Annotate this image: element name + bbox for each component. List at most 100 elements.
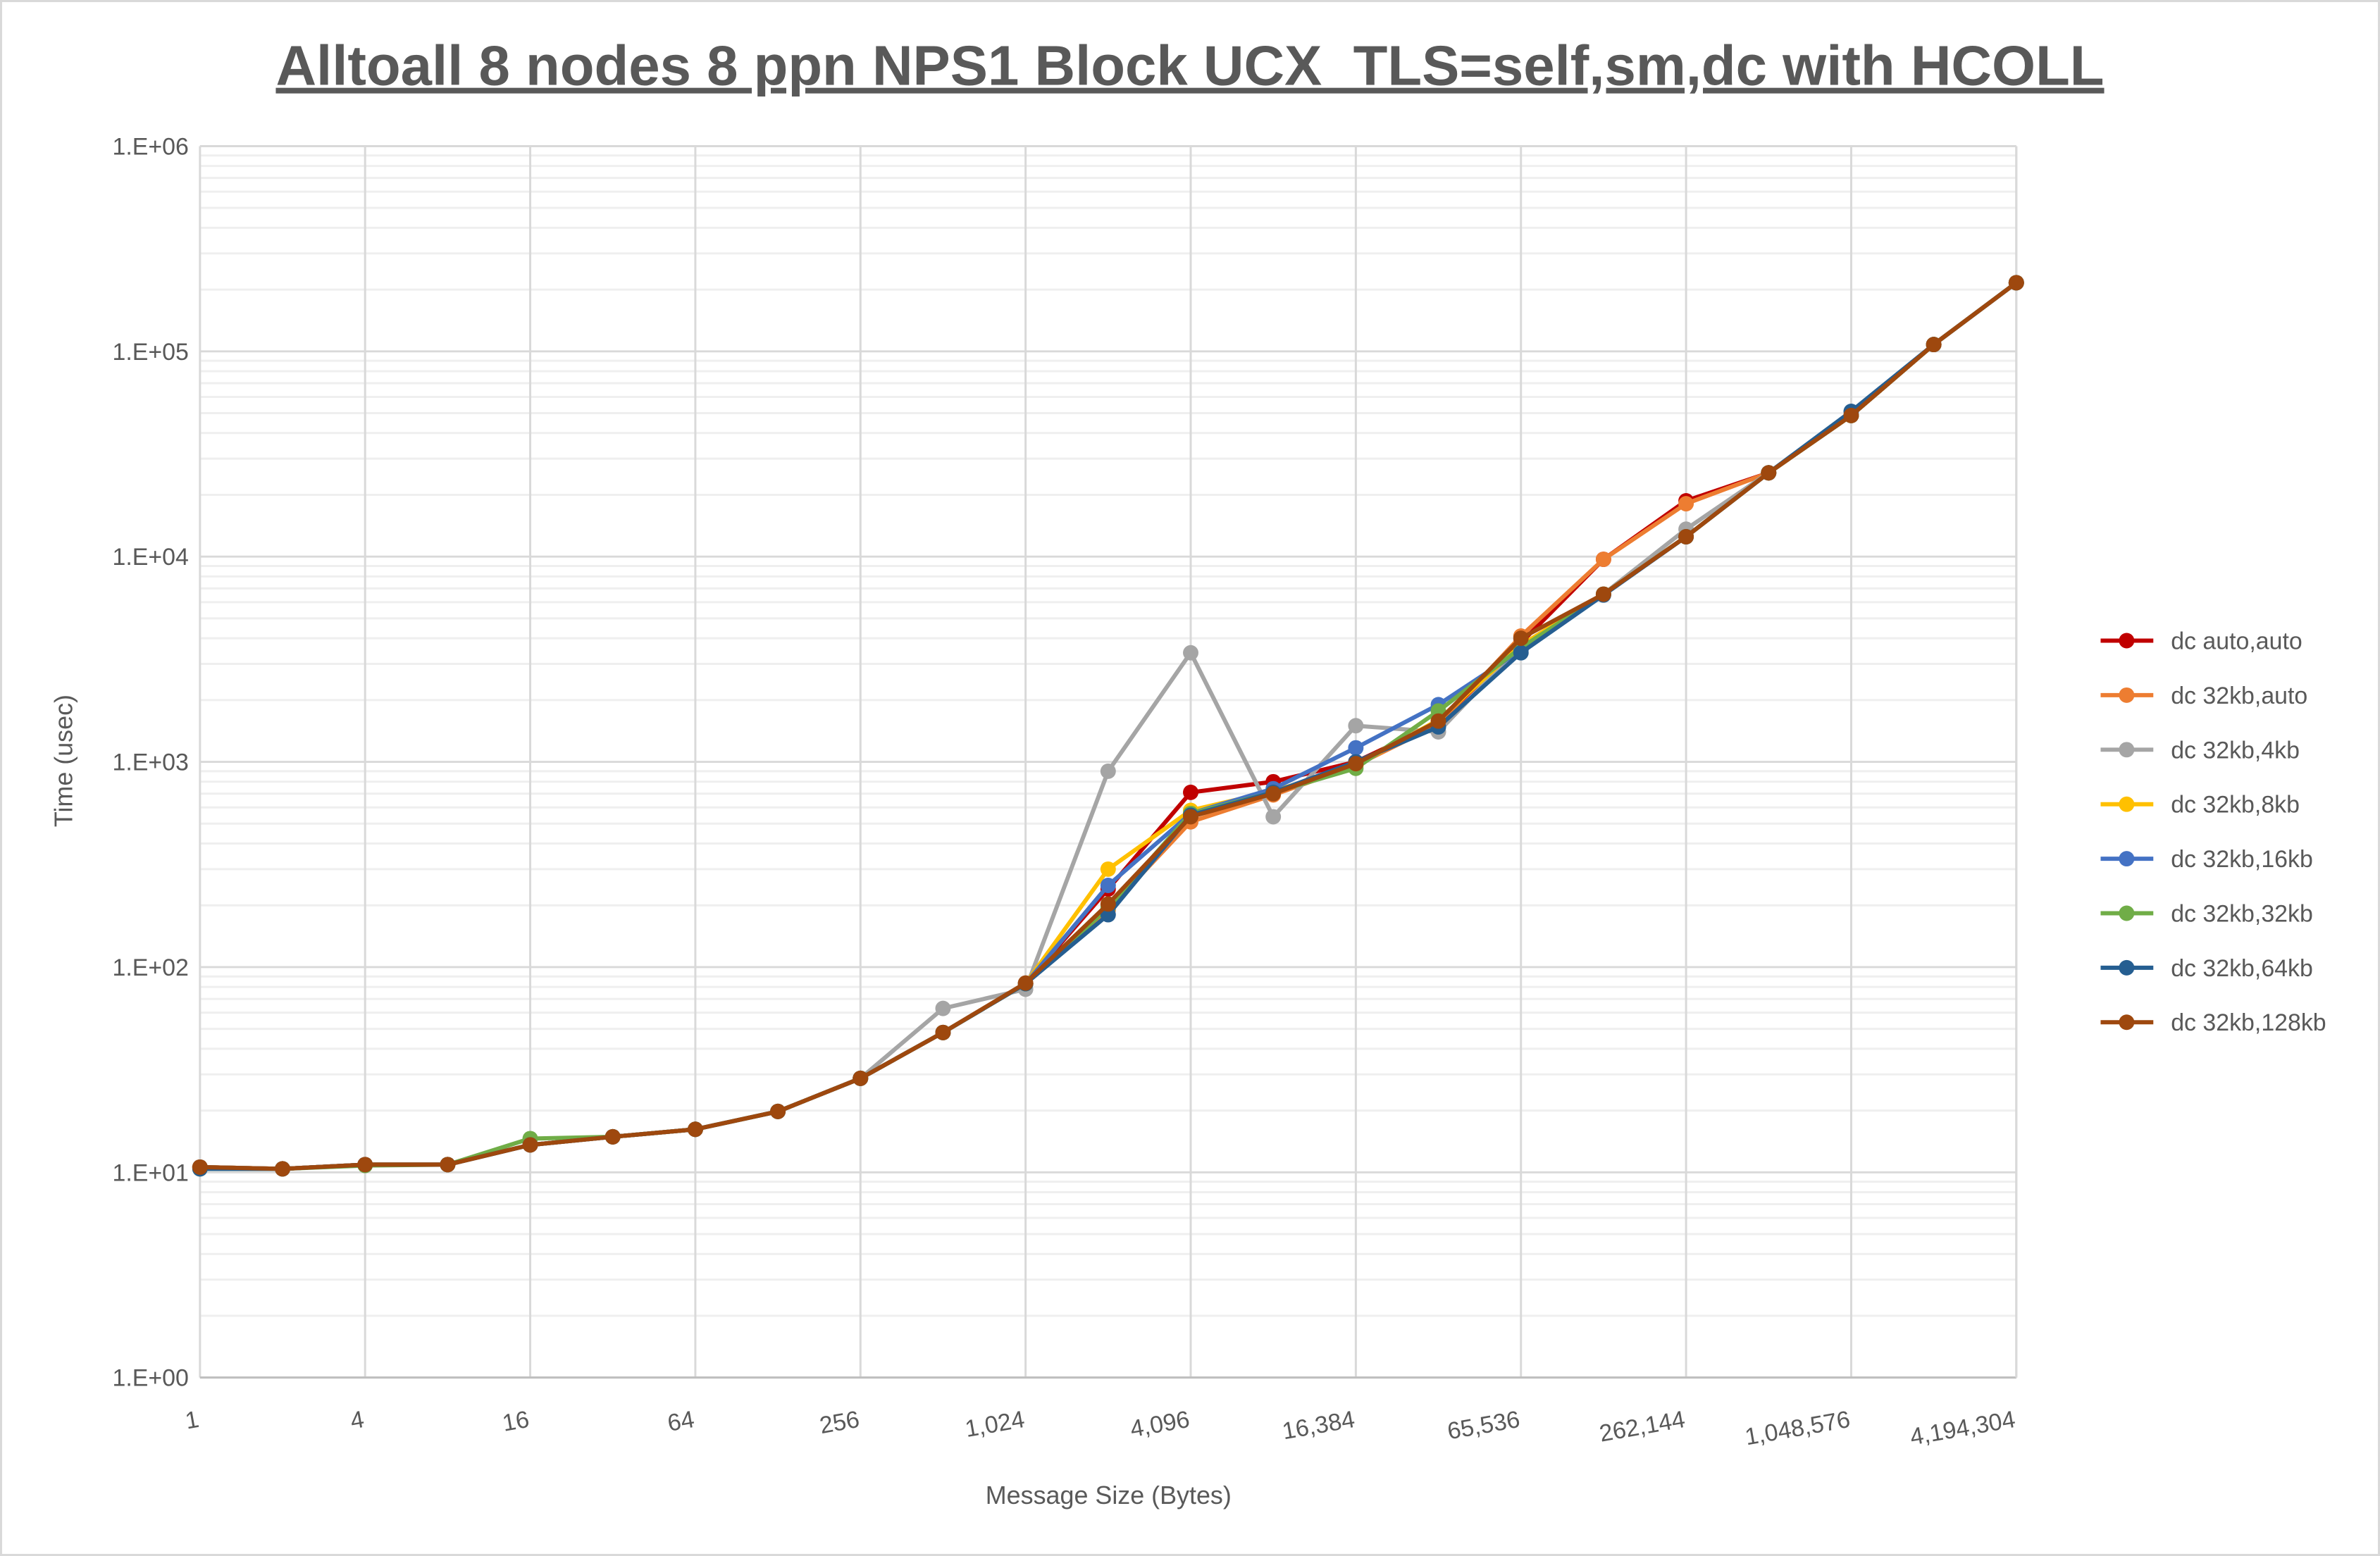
x-tick-label: 16 [500, 1406, 531, 1437]
x-tick-label: 256 [817, 1406, 861, 1439]
data-point [687, 1121, 703, 1138]
data-point [275, 1161, 290, 1177]
data-point [770, 1103, 786, 1119]
y-tick-label: 1.E+06 [113, 133, 189, 160]
x-axis-ticks: 1 4 16 64 256 1,024 4,096 16,384 65,536 262,144 1,… [183, 1406, 2017, 1451]
legend-marker [2119, 796, 2135, 812]
legend-label: dc 32kb,64kb [2171, 955, 2313, 982]
y-tick-label: 1.E+04 [113, 544, 189, 571]
series-line [199, 281, 2018, 1171]
legend-marker [2119, 742, 2135, 758]
x-tick-label: 16,384 [1280, 1406, 1357, 1445]
legend-marker [2119, 633, 2135, 649]
legend-item: dc 32kb,32kb [2100, 900, 2313, 927]
data-point [1100, 763, 1116, 779]
data-point [2008, 275, 2024, 291]
legend-label: dc 32kb,auto [2171, 683, 2307, 709]
data-point [1100, 896, 1116, 912]
chart-title: Alltoall 8 nodes 8 ppn NPS1 Block UCX_TL… [275, 35, 2104, 97]
legend-item: dc auto,auto [2100, 628, 2302, 654]
x-tick-label: 4 [348, 1406, 366, 1435]
legend-item: dc 32kb,4kb [2100, 737, 2300, 764]
data-point [1348, 756, 1364, 772]
data-point [1513, 630, 1529, 647]
legend-label: dc 32kb,8kb [2171, 792, 2300, 819]
series-dc-32kb-128kb [192, 275, 2024, 1177]
data-point [1100, 878, 1116, 893]
x-tick-label: 65,536 [1445, 1406, 1522, 1445]
x-tick-label: 1,048,576 [1743, 1406, 1852, 1451]
series-line [199, 281, 2018, 1171]
data-point [1100, 861, 1116, 877]
y-tick-label: 1.E+01 [113, 1159, 189, 1186]
data-point [1761, 465, 1777, 481]
data-point [1513, 645, 1529, 661]
legend-label: dc 32kb,4kb [2171, 737, 2300, 764]
x-tick-label: 1,024 [963, 1406, 1027, 1443]
data-point [1348, 718, 1364, 734]
legend-item: dc 32kb,16kb [2100, 846, 2313, 873]
data-point [605, 1128, 621, 1145]
data-point [1183, 645, 1198, 661]
y-tick-label: 1.E+00 [113, 1365, 189, 1392]
x-tick-label: 4,194,304 [1908, 1406, 2017, 1451]
data-point [1843, 407, 1859, 423]
series-lines [192, 275, 2024, 1177]
series-line [199, 281, 2018, 1171]
series-dc-32kb-16kb [192, 275, 2024, 1177]
data-point [1100, 907, 1116, 923]
data-point [522, 1137, 538, 1153]
series-dc-32kb-auto [192, 275, 2024, 1177]
data-point [853, 1070, 869, 1086]
series-line [199, 281, 2018, 1171]
x-tick-label: 262,144 [1597, 1406, 1687, 1448]
data-point [1017, 975, 1034, 991]
series-line [199, 281, 2018, 1171]
legend-label: dc 32kb,16kb [2171, 846, 2313, 873]
data-point [192, 1159, 208, 1175]
series-dc-auto-auto [192, 275, 2024, 1177]
y-axis-title: Time (usec) [49, 695, 78, 827]
x-tick-label: 1 [183, 1406, 201, 1435]
y-axis-ticks: 1.E+00 1.E+01 1.E+02 1.E+03 1.E+04 1.E+05 1.E+… [113, 133, 189, 1391]
series-dc-32kb-8kb [192, 275, 2024, 1177]
legend-marker [2119, 851, 2135, 867]
data-point [440, 1157, 456, 1173]
legend: dc auto,auto dc 32kb,auto dc 32kb,4kb dc 32… [2100, 628, 2326, 1036]
gridlines [199, 144, 2018, 1379]
legend-label: dc 32kb,32kb [2171, 900, 2313, 927]
series-line [199, 281, 2018, 1171]
series-dc-32kb-64kb [192, 275, 2024, 1177]
data-point [1595, 586, 1611, 602]
legend-item: dc 32kb,8kb [2100, 792, 2300, 819]
y-tick-label: 1.E+02 [113, 954, 189, 981]
legend-label: dc 32kb,128kb [2171, 1009, 2326, 1036]
legend-marker [2119, 959, 2135, 976]
legend-marker [2119, 687, 2135, 703]
x-tick-label: 4,096 [1128, 1406, 1191, 1443]
data-point [1265, 785, 1282, 802]
legend-item: dc 32kb,128kb [2100, 1009, 2326, 1036]
data-point [1183, 784, 1198, 800]
x-axis-title: Message Size (Bytes) [986, 1481, 1232, 1510]
y-tick-label: 1.E+03 [113, 749, 189, 776]
data-point [1595, 552, 1611, 568]
data-point [357, 1157, 373, 1173]
x-tick-label: 64 [666, 1406, 697, 1437]
legend-marker [2119, 905, 2135, 921]
legend-label: dc auto,auto [2171, 628, 2302, 654]
legend-item: dc 32kb,auto [2100, 683, 2307, 709]
series-dc-32kb-32kb [192, 275, 2024, 1177]
series-line [199, 281, 2018, 1171]
data-point [1678, 496, 1694, 512]
y-tick-label: 1.E+05 [113, 339, 189, 366]
data-point [1678, 528, 1694, 544]
data-point [1430, 713, 1446, 729]
series-dc-32kb-4kb [192, 275, 2024, 1177]
data-point [1926, 337, 1942, 353]
data-point [935, 1024, 951, 1040]
data-point [1265, 809, 1282, 825]
data-point [1183, 809, 1198, 825]
legend-marker [2119, 1014, 2135, 1031]
